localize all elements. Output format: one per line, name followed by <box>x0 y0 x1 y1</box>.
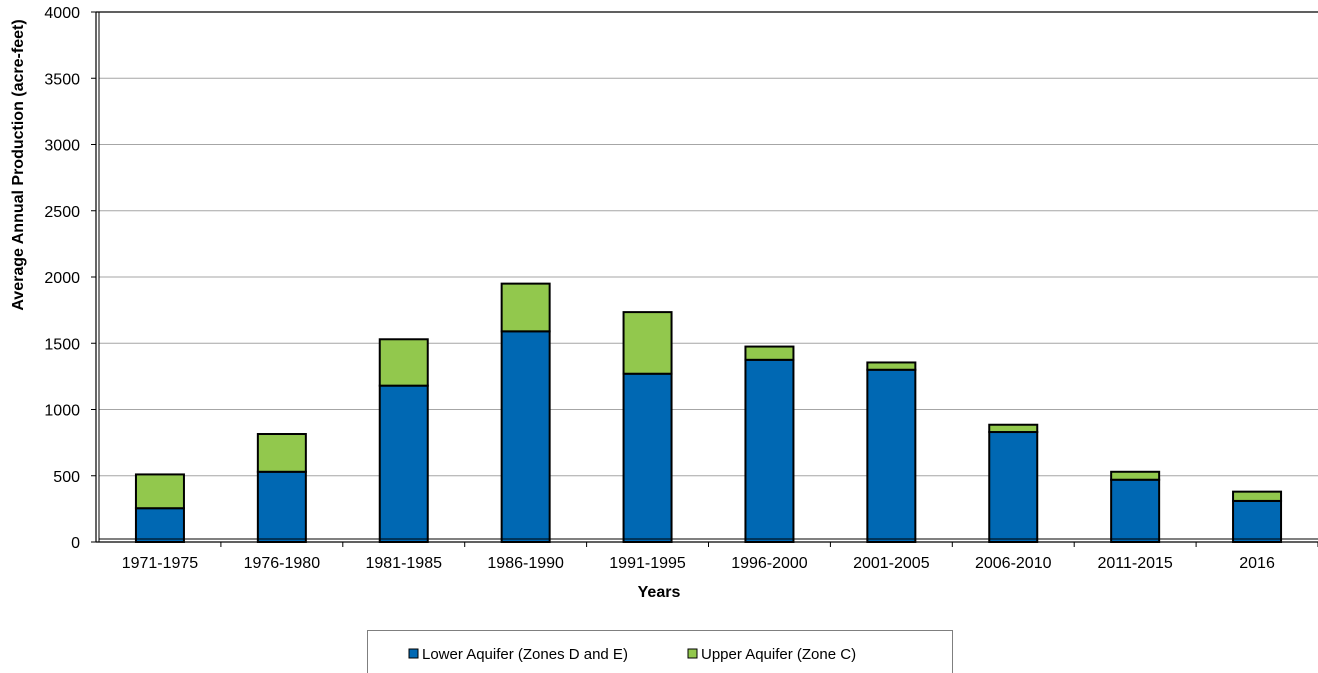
x-tick-label: 1976-1980 <box>244 555 321 572</box>
bar-upper-aquifer <box>988 423 1039 434</box>
x-tick-label: 2001-2005 <box>853 555 930 572</box>
x-tick-labels: 1971-1975 1976-1980 1981-1985 1986-1990 1991… <box>122 542 1318 572</box>
x-axis-title: Years <box>638 584 681 601</box>
y-tick-label: 0 <box>71 535 80 552</box>
legend-swatch-lower-aquifer <box>408 648 419 659</box>
legend-label-lower-aquifer: Lower Aquifer (Zones D and E) <box>422 646 628 663</box>
bar-upper-aquifer <box>134 473 185 510</box>
x-tick-label: 2006-2010 <box>975 555 1052 572</box>
bar-upper-aquifer <box>256 433 307 473</box>
bar-lower-aquifer <box>134 507 185 543</box>
bar-upper-aquifer <box>500 282 551 333</box>
bar-lower-aquifer <box>866 368 917 543</box>
y-tick-label: 2000 <box>44 270 80 287</box>
bar-upper-aquifer <box>622 311 673 375</box>
bar-upper-aquifer <box>744 345 795 361</box>
bar-lower-aquifer <box>500 330 551 544</box>
x-tick-label: 1981-1985 <box>365 555 442 572</box>
bars <box>134 282 1283 544</box>
x-tick-label: 1991-1995 <box>609 555 686 572</box>
legend: Lower Aquifer (Zones D and E) Upper Aqui… <box>367 630 953 673</box>
y-tick-label: 500 <box>53 469 80 486</box>
bar-lower-aquifer <box>1110 478 1161 544</box>
x-tick-label: 1986-1990 <box>487 555 564 572</box>
bar-upper-aquifer <box>378 338 429 387</box>
y-tick-label: 1500 <box>44 336 80 353</box>
y-axis-title: Average Annual Production (acre-feet) <box>10 19 27 310</box>
legend-box <box>367 630 953 673</box>
y-tick-label: 1000 <box>44 403 80 420</box>
bar-upper-aquifer <box>1110 470 1161 481</box>
y-tick-label: 2500 <box>44 204 80 221</box>
y-tick-label: 3500 <box>44 71 80 88</box>
y-tick-label: 3000 <box>44 138 80 155</box>
bar-lower-aquifer <box>378 384 429 543</box>
bar-lower-aquifer <box>622 372 673 543</box>
bar-upper-aquifer <box>1232 490 1283 502</box>
x-tick-label: 1996-2000 <box>731 555 808 572</box>
x-tick-label: 2011-2015 <box>1097 555 1172 572</box>
y-tick-label: 4000 <box>44 5 80 22</box>
bar-upper-aquifer <box>866 361 917 371</box>
bar-lower-aquifer <box>256 470 307 543</box>
legend-label-upper-aquifer: Upper Aquifer (Zone C) <box>701 646 856 663</box>
bar-lower-aquifer <box>988 431 1039 543</box>
bar-lower-aquifer <box>744 358 795 543</box>
x-tick-label: 1971-1975 <box>122 555 199 572</box>
bar-lower-aquifer <box>1232 499 1283 543</box>
gridlines <box>99 77 1318 477</box>
y-tick-labels: 0 500 1000 1500 2000 2500 3000 3500 4000 <box>44 5 96 552</box>
x-tick-label: 2016 <box>1239 555 1275 572</box>
legend-swatch-upper-aquifer <box>687 648 698 659</box>
